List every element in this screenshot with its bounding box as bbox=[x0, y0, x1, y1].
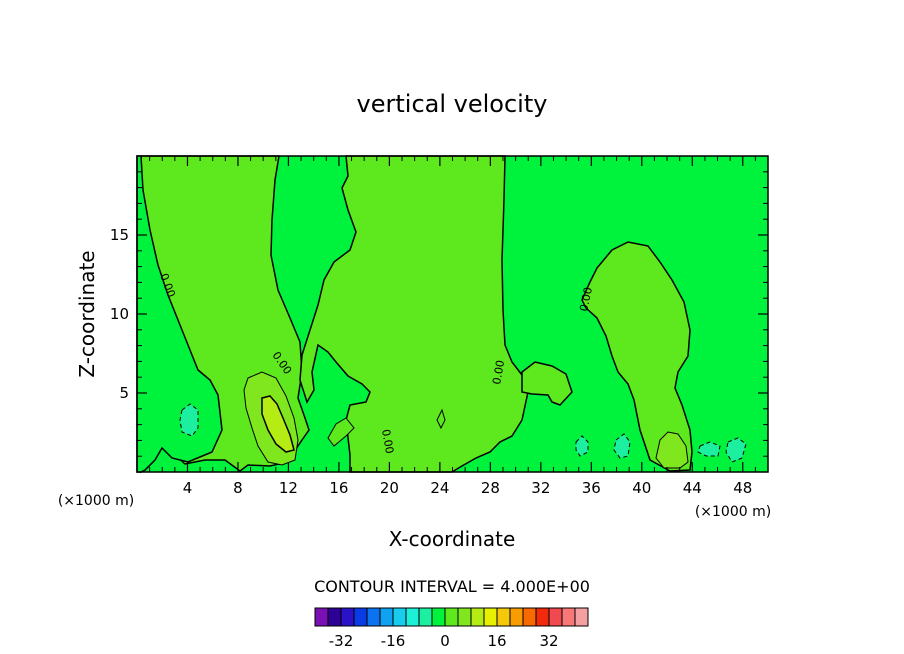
colorbar-swatch bbox=[314, 607, 329, 627]
contour-label-3: 0.00 bbox=[379, 428, 396, 454]
right-dome-region bbox=[581, 241, 693, 472]
colorbar: -32 -16 0 16 32 bbox=[314, 607, 589, 650]
x-tick-label: 24 bbox=[430, 479, 449, 497]
x-unit-label-left: (×1000 m) bbox=[58, 493, 134, 509]
downdraft-cell-2 bbox=[575, 435, 589, 457]
colorbar-swatch bbox=[405, 607, 420, 627]
colorbar-tick-label: 0 bbox=[440, 632, 450, 650]
colorbar-swatch bbox=[431, 607, 446, 627]
colorbar-tick-label: -32 bbox=[329, 632, 354, 650]
updraft-max-region bbox=[261, 395, 295, 453]
colorbar-swatch bbox=[548, 607, 563, 627]
chart-title: vertical velocity bbox=[357, 90, 548, 118]
y-tick-label: 15 bbox=[110, 226, 129, 244]
y-axis-title: Z-coordinate bbox=[75, 250, 99, 377]
central-side-region bbox=[521, 361, 573, 406]
small-blob-1 bbox=[436, 408, 446, 430]
contour-label-5: 0.00 bbox=[577, 286, 595, 313]
contour-fills bbox=[136, 155, 747, 474]
colorbar-tick-label: 16 bbox=[487, 632, 506, 650]
small-blob-2 bbox=[327, 417, 355, 447]
y-tick-label: 5 bbox=[119, 384, 129, 402]
x-tick-label: 4 bbox=[183, 479, 193, 497]
x-tick-label: 32 bbox=[531, 479, 550, 497]
left-boundary-line bbox=[136, 155, 223, 473]
colorbar-swatch bbox=[418, 607, 433, 627]
downdraft-cell-3 bbox=[613, 433, 631, 459]
downdraft-cell-1 bbox=[179, 403, 199, 437]
x-tick-label: 48 bbox=[733, 479, 752, 497]
x-tick-label: 36 bbox=[582, 479, 601, 497]
colorbar-swatch bbox=[457, 607, 472, 627]
colorbar-swatch bbox=[574, 607, 589, 627]
colorbar-swatch bbox=[470, 607, 485, 627]
x-tick-label: 8 bbox=[233, 479, 243, 497]
x-tick-label: 20 bbox=[380, 479, 399, 497]
colorbar-swatch bbox=[522, 607, 537, 627]
x-tick-label: 40 bbox=[632, 479, 651, 497]
colorbar-swatch bbox=[444, 607, 459, 627]
colorbar-tick-label: 32 bbox=[539, 632, 558, 650]
colorbar-tick-label: -16 bbox=[381, 632, 406, 650]
colorbar-swatch bbox=[483, 607, 498, 627]
downdraft-cell-4 bbox=[697, 441, 721, 457]
contour-interval-text: CONTOUR INTERVAL = 4.000E+00 bbox=[314, 577, 590, 596]
downdraft-cell-5 bbox=[725, 437, 747, 463]
colorbar-swatch bbox=[366, 607, 381, 627]
colorbar-swatch bbox=[353, 607, 368, 627]
x-tick-label: 16 bbox=[329, 479, 348, 497]
colorbar-swatch bbox=[496, 607, 511, 627]
colorbar-swatch bbox=[535, 607, 550, 627]
colorbar-swatch bbox=[509, 607, 524, 627]
colorbar-swatch bbox=[327, 607, 342, 627]
x-tick-label: 28 bbox=[481, 479, 500, 497]
right-low-cell-region bbox=[655, 431, 689, 469]
colorbar-swatch bbox=[392, 607, 407, 627]
colorbar-swatch bbox=[379, 607, 394, 627]
contour-label-4: 0.00 bbox=[490, 359, 507, 385]
x-unit-label-right: (×1000 m) bbox=[695, 504, 771, 520]
colorbar-swatch bbox=[340, 607, 355, 627]
x-axis-title: X-coordinate bbox=[389, 527, 516, 551]
y-tick-label: 10 bbox=[110, 305, 129, 323]
x-tick-label: 12 bbox=[279, 479, 298, 497]
x-tick-label: 44 bbox=[683, 479, 702, 497]
colorbar-swatch bbox=[561, 607, 576, 627]
